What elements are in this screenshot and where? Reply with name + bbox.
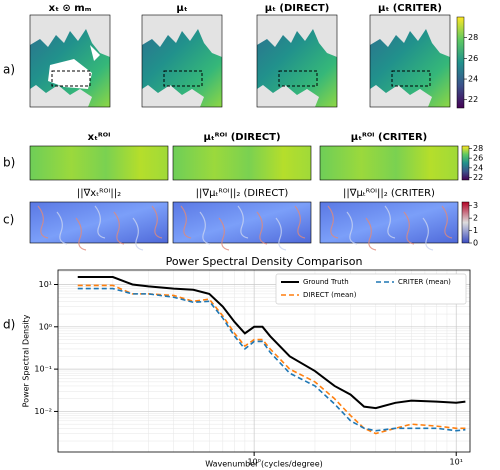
colorbar bbox=[461, 201, 470, 244]
series-line bbox=[77, 276, 466, 410]
y-tick-label: 10⁻² bbox=[34, 407, 52, 416]
map bbox=[29, 14, 111, 108]
gradient-texture bbox=[403, 211, 415, 245]
colorbar-tick-label: 2 bbox=[473, 214, 478, 223]
map bbox=[256, 14, 338, 108]
roi-title: xₜᴿᴼᴵ bbox=[88, 132, 111, 143]
colorbar-tick-label: 28 bbox=[468, 33, 478, 42]
y-tick-label: 10⁻¹ bbox=[34, 365, 52, 374]
gradient-strip bbox=[29, 201, 169, 244]
series-line bbox=[77, 287, 466, 432]
roi-strip bbox=[319, 145, 459, 181]
panel-label: a) bbox=[3, 63, 15, 77]
roi-strip bbox=[29, 145, 169, 181]
colorbar-tick-label: 24 bbox=[468, 75, 478, 84]
colorbar-tick-label: 28 bbox=[473, 144, 483, 153]
gradient-texture bbox=[94, 205, 106, 239]
gradient-strip bbox=[319, 201, 459, 244]
map-frame bbox=[141, 14, 223, 108]
colorbar-tick-label: 24 bbox=[473, 163, 483, 172]
gradient-texture bbox=[180, 205, 192, 239]
roi-box bbox=[391, 70, 431, 87]
gradient-texture bbox=[327, 205, 339, 239]
gradient-title: ||∇xₜᴿᴼᴵ||₂ bbox=[77, 188, 121, 199]
map-title: μₜ bbox=[176, 3, 187, 14]
colorbar bbox=[461, 145, 470, 181]
colorbar-tick-label: 26 bbox=[468, 54, 478, 63]
map-sea bbox=[370, 29, 450, 107]
colorbar bbox=[456, 16, 465, 109]
map-title: xₜ ⊙ mₘ bbox=[49, 3, 92, 14]
gradient-texture bbox=[237, 205, 249, 239]
map-frame bbox=[256, 14, 338, 108]
roi-strip bbox=[172, 145, 312, 181]
gradient-texture bbox=[37, 205, 49, 239]
gradient-texture bbox=[422, 217, 434, 251]
gradient-texture bbox=[275, 217, 287, 251]
y-axis-label: Power Spectral Density bbox=[22, 314, 31, 407]
gradient-texture bbox=[113, 211, 125, 245]
plot-frame bbox=[57, 269, 471, 453]
x-tick-label: 10¹ bbox=[450, 458, 463, 467]
gradient-strip bbox=[172, 201, 312, 244]
panel-label: b) bbox=[3, 156, 15, 170]
gradient-texture bbox=[132, 217, 144, 251]
colorbar-tick-label: 26 bbox=[473, 154, 483, 163]
x-tick-label: 10⁰ bbox=[247, 458, 260, 467]
colorbar-tick-label: 0 bbox=[473, 239, 478, 248]
colorbar-tick-label: 22 bbox=[473, 173, 483, 182]
panel-label: c) bbox=[3, 213, 14, 227]
gradient-title: ||∇μₜᴿᴼᴵ||₂ (DIRECT) bbox=[196, 188, 289, 199]
colorbar-tick-label: 1 bbox=[473, 226, 478, 235]
gradient-texture bbox=[346, 211, 358, 245]
legend-label: Ground Truth bbox=[303, 278, 349, 286]
legend bbox=[275, 273, 467, 305]
chart-title: Power Spectral Density Comparison bbox=[166, 255, 363, 268]
roi-box bbox=[278, 70, 318, 87]
gradient-texture bbox=[256, 211, 268, 245]
y-tick-label: 10⁰ bbox=[39, 322, 52, 331]
gradient-texture bbox=[199, 211, 211, 245]
y-tick-label: 10¹ bbox=[39, 280, 52, 289]
legend-label: CRITER (mean) bbox=[398, 278, 451, 286]
gradient-texture bbox=[56, 211, 68, 245]
x-axis-label: Wavenumber (cycles/degree) bbox=[205, 460, 323, 469]
map-frame bbox=[369, 14, 451, 108]
roi-box bbox=[163, 70, 203, 87]
colorbar-tick-label: 22 bbox=[468, 95, 478, 104]
gradient-texture bbox=[151, 205, 163, 239]
series-line bbox=[77, 284, 466, 435]
gradient-texture bbox=[294, 205, 306, 239]
gradient-texture bbox=[441, 205, 453, 239]
map-frame bbox=[29, 14, 111, 108]
gradient-texture bbox=[75, 217, 87, 251]
gradient-texture bbox=[218, 217, 230, 251]
roi-title: μₜᴿᴼᴵ (CRITER) bbox=[351, 132, 428, 143]
panels: a) b) c) d) xₜ ⊙ mₘ μₜ μₜ (DIRECT) μₜ (CRITER) 2… bbox=[3, 3, 483, 469]
map-sea bbox=[257, 29, 337, 107]
panel-label: d) bbox=[3, 318, 15, 332]
map-title: μₜ (CRITER) bbox=[378, 3, 442, 14]
map-title: μₜ (DIRECT) bbox=[265, 3, 330, 14]
roi-title: μₜᴿᴼᴵ (DIRECT) bbox=[203, 132, 280, 143]
legend-label: DIRECT (mean) bbox=[303, 291, 357, 299]
gradient-title: ||∇μₜᴿᴼᴵ||₂ (CRITER) bbox=[343, 188, 435, 199]
map bbox=[369, 14, 451, 108]
roi-box bbox=[51, 70, 91, 87]
map-sea bbox=[142, 29, 222, 107]
map bbox=[141, 14, 223, 108]
colorbar-tick-label: 3 bbox=[473, 201, 478, 210]
gradient-texture bbox=[384, 205, 396, 239]
map-mask bbox=[48, 45, 100, 89]
gradient-texture bbox=[365, 217, 377, 251]
